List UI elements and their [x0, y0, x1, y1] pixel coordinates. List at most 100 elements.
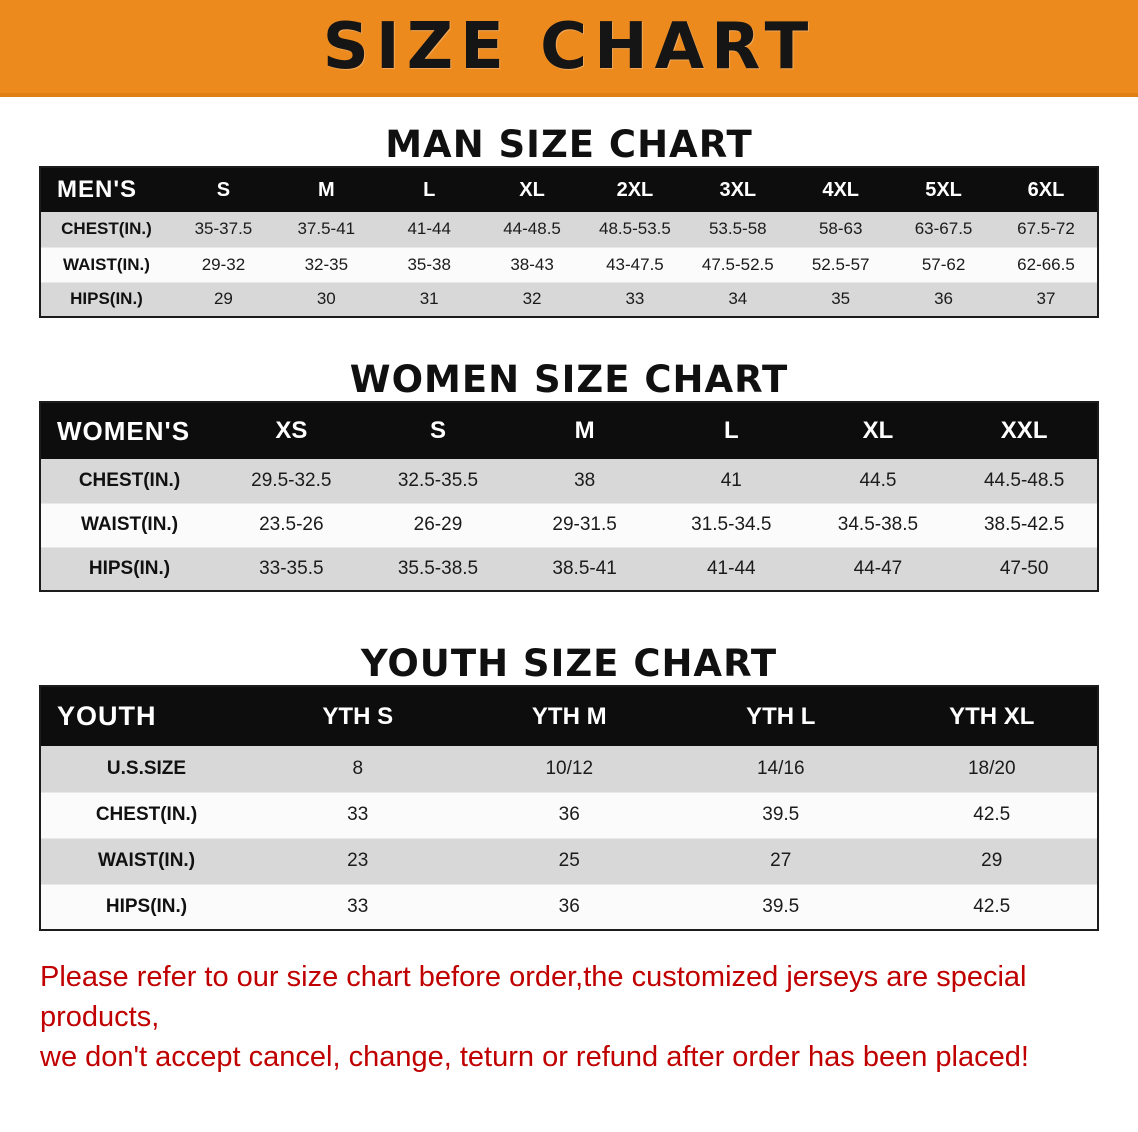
- table-cell: 29-32: [172, 247, 275, 283]
- table-cell: 36: [463, 792, 675, 839]
- men-size-section: MAN SIZE CHART MEN'S S M L XL 2XL 3XL 4XL 5XL 6XL…: [0, 123, 1138, 318]
- table-cell: 29-31.5: [511, 503, 658, 548]
- table-row: WAIST(IN.) 23.5-26 26-29 29-31.5 31.5-34.5 34…: [40, 503, 1098, 548]
- table-cell: 38-43: [480, 247, 584, 283]
- table-cell: 38.5-42.5: [951, 503, 1098, 548]
- row-label: HIPS(IN.): [40, 884, 252, 931]
- row-label: CHEST(IN.): [40, 459, 218, 504]
- disclaimer: Please refer to our size chart before or…: [40, 957, 1100, 1077]
- row-label: WAIST(IN.): [40, 247, 172, 283]
- table-header-label: MEN'S: [40, 167, 172, 212]
- table-cell: 29.5-32.5: [218, 459, 365, 504]
- table-header-row: WOMEN'S XS S M L XL XXL: [40, 402, 1098, 459]
- table-cell: 52.5-57: [789, 247, 893, 283]
- table-cell: 8: [252, 746, 464, 793]
- table-row: WAIST(IN.) 23 25 27 29: [40, 838, 1098, 885]
- table-cell: 58-63: [789, 212, 893, 248]
- table-cell: 32: [480, 282, 584, 318]
- column-header: S: [172, 167, 275, 212]
- women-table-body: CHEST(IN.) 29.5-32.5 32.5-35.5 38 41 44.5 44.5…: [40, 459, 1098, 592]
- table-row: CHEST(IN.) 35-37.5 37.5-41 41-44 44-48.5 48.5…: [40, 212, 1098, 248]
- table-cell: 14/16: [675, 746, 887, 793]
- table-cell: 35: [789, 282, 893, 318]
- table-cell: 34.5-38.5: [804, 503, 952, 548]
- table-cell: 34: [686, 282, 790, 318]
- table-cell: 43-47.5: [583, 247, 687, 283]
- table-cell: 41-44: [377, 212, 481, 248]
- table-cell: 25: [463, 838, 675, 885]
- table-cell: 47-50: [951, 547, 1098, 592]
- table-cell: 44-47: [804, 547, 952, 592]
- table-row: CHEST(IN.) 33 36 39.5 42.5: [40, 792, 1098, 839]
- table-cell: 10/12: [463, 746, 675, 793]
- table-cell: 33-35.5: [218, 547, 365, 592]
- table-row: CHEST(IN.) 29.5-32.5 32.5-35.5 38 41 44.5 44.5…: [40, 459, 1098, 504]
- youth-table-head: YOUTH YTH S YTH M YTH L YTH XL: [40, 686, 1098, 746]
- table-row: U.S.SIZE 8 10/12 14/16 18/20: [40, 746, 1098, 793]
- table-cell: 27: [675, 838, 887, 885]
- table-cell: 30: [274, 282, 378, 318]
- table-row: HIPS(IN.) 29 30 31 32 33 34 35 36 37: [40, 282, 1098, 318]
- table-cell: 39.5: [675, 792, 887, 839]
- table-cell: 33: [583, 282, 687, 318]
- table-cell: 36: [892, 282, 995, 318]
- row-label: WAIST(IN.): [40, 838, 252, 885]
- row-label: HIPS(IN.): [40, 282, 172, 318]
- men-size-table: MEN'S S M L XL 2XL 3XL 4XL 5XL 6XL CHEST(IN.) 35-3…: [39, 166, 1099, 318]
- table-cell: 33: [252, 792, 464, 839]
- row-label: HIPS(IN.): [40, 547, 218, 592]
- table-row: HIPS(IN.) 33-35.5 35.5-38.5 38.5-41 41-44 44-…: [40, 547, 1098, 592]
- column-header: XL: [804, 402, 952, 459]
- column-header: L: [657, 402, 805, 459]
- column-header: 3XL: [686, 167, 790, 212]
- women-size-section: WOMEN SIZE CHART WOMEN'S XS S M L XL XXL CHEST…: [0, 358, 1138, 592]
- table-cell: 32-35: [274, 247, 378, 283]
- table-cell: 35-38: [377, 247, 481, 283]
- table-cell: 57-62: [892, 247, 995, 283]
- row-label: U.S.SIZE: [40, 746, 252, 793]
- women-table-head: WOMEN'S XS S M L XL XXL: [40, 402, 1098, 459]
- table-cell: 44.5: [804, 459, 952, 504]
- column-header: YTH S: [252, 686, 464, 746]
- column-header: YTH XL: [886, 686, 1098, 746]
- men-table-head: MEN'S S M L XL 2XL 3XL 4XL 5XL 6XL: [40, 167, 1098, 212]
- table-cell: 67.5-72: [995, 212, 1098, 248]
- column-header: 5XL: [892, 167, 995, 212]
- youth-size-table: YOUTH YTH S YTH M YTH L YTH XL U.S.SIZE 8 10/1…: [39, 685, 1099, 931]
- youth-size-section: YOUTH SIZE CHART YOUTH YTH S YTH M YTH L YTH…: [0, 642, 1138, 931]
- table-cell: 44-48.5: [480, 212, 584, 248]
- table-cell: 38.5-41: [511, 547, 658, 592]
- table-cell: 41: [657, 459, 805, 504]
- column-header: XS: [218, 402, 365, 459]
- column-header: 4XL: [789, 167, 893, 212]
- table-cell: 31: [377, 282, 481, 318]
- women-section-heading: WOMEN SIZE CHART: [349, 358, 789, 401]
- table-cell: 42.5: [886, 884, 1098, 931]
- table-cell: 32.5-35.5: [364, 459, 512, 504]
- table-cell: 37.5-41: [274, 212, 378, 248]
- table-row: HIPS(IN.) 33 36 39.5 42.5: [40, 884, 1098, 931]
- table-cell: 48.5-53.5: [583, 212, 687, 248]
- column-header: L: [377, 167, 481, 212]
- table-row: WAIST(IN.) 29-32 32-35 35-38 38-43 43-47.5 47.…: [40, 247, 1098, 283]
- table-cell: 63-67.5: [892, 212, 995, 248]
- table-cell: 37: [995, 282, 1098, 318]
- column-header: XL: [480, 167, 584, 212]
- youth-table-body: U.S.SIZE 8 10/12 14/16 18/20 CHEST(IN.) 33 36 39…: [40, 746, 1098, 931]
- table-cell: 47.5-52.5: [686, 247, 790, 283]
- table-header-label: WOMEN'S: [40, 402, 218, 459]
- table-cell: 18/20: [886, 746, 1098, 793]
- table-cell: 62-66.5: [995, 247, 1098, 283]
- row-label: WAIST(IN.): [40, 503, 218, 548]
- women-size-table: WOMEN'S XS S M L XL XXL CHEST(IN.) 29.5-32.5 32.…: [39, 401, 1099, 592]
- table-cell: 23.5-26: [218, 503, 365, 548]
- table-cell: 39.5: [675, 884, 887, 931]
- column-header: M: [511, 402, 658, 459]
- table-cell: 23: [252, 838, 464, 885]
- column-header: YTH L: [675, 686, 887, 746]
- table-cell: 44.5-48.5: [951, 459, 1098, 504]
- table-cell: 33: [252, 884, 464, 931]
- table-cell: 35.5-38.5: [364, 547, 512, 592]
- table-cell: 26-29: [364, 503, 512, 548]
- table-cell: 29: [886, 838, 1098, 885]
